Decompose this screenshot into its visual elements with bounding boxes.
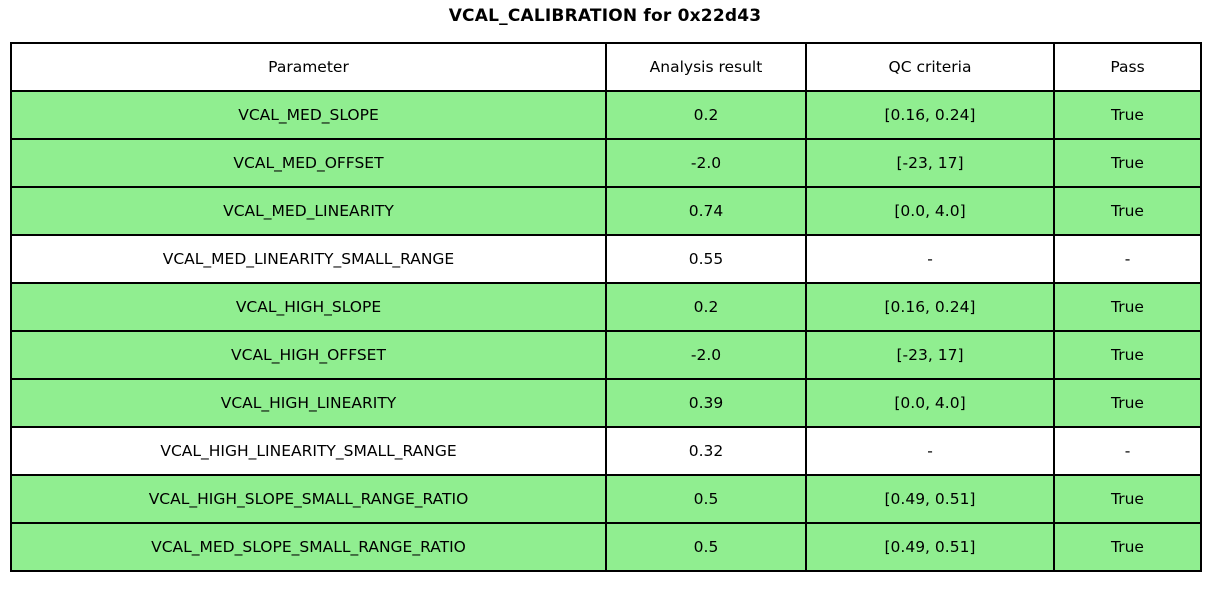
cell-parameter: VCAL_HIGH_LINEARITY_SMALL_RANGE	[10, 426, 607, 476]
table-row: VCAL_HIGH_LINEARITY 0.39 [0.0, 4.0] True	[10, 378, 1202, 428]
cell-pass: True	[1053, 330, 1202, 380]
cell-parameter: VCAL_HIGH_SLOPE_SMALL_RANGE_RATIO	[10, 474, 607, 524]
cell-analysis-result: -2.0	[605, 138, 807, 188]
table-row: VCAL_HIGH_SLOPE_SMALL_RANGE_RATIO 0.5 [0…	[10, 474, 1202, 524]
page-title: VCAL_CALIBRATION for 0x22d43	[448, 6, 762, 26]
cell-parameter: VCAL_MED_LINEARITY_SMALL_RANGE	[10, 234, 607, 284]
cell-pass: True	[1053, 474, 1202, 524]
cell-qc-criteria: -	[805, 234, 1055, 284]
cell-parameter: VCAL_MED_LINEARITY	[10, 186, 607, 236]
cell-pass: -	[1053, 426, 1202, 476]
cell-analysis-result: 0.39	[605, 378, 807, 428]
table-row: VCAL_MED_OFFSET -2.0 [-23, 17] True	[10, 138, 1202, 188]
cell-parameter: VCAL_MED_OFFSET	[10, 138, 607, 188]
table-row: VCAL_HIGH_OFFSET -2.0 [-23, 17] True	[10, 330, 1202, 380]
cell-parameter: VCAL_MED_SLOPE_SMALL_RANGE_RATIO	[10, 522, 607, 572]
table-row: VCAL_MED_LINEARITY_SMALL_RANGE 0.55 - -	[10, 234, 1202, 284]
table-row: VCAL_MED_LINEARITY 0.74 [0.0, 4.0] True	[10, 186, 1202, 236]
cell-analysis-result: 0.32	[605, 426, 807, 476]
cell-analysis-result: 0.2	[605, 90, 807, 140]
table-header: Parameter Analysis result QC criteria Pa…	[10, 42, 1202, 92]
cell-qc-criteria: -	[805, 426, 1055, 476]
table-body: VCAL_MED_SLOPE 0.2 [0.16, 0.24] True VCA…	[10, 90, 1202, 572]
cell-pass: True	[1053, 90, 1202, 140]
header-row: Parameter Analysis result QC criteria Pa…	[10, 42, 1202, 92]
table-row: VCAL_HIGH_LINEARITY_SMALL_RANGE 0.32 - -	[10, 426, 1202, 476]
cell-qc-criteria: [-23, 17]	[805, 138, 1055, 188]
cell-analysis-result: 0.5	[605, 522, 807, 572]
column-header-parameter: Parameter	[10, 42, 607, 92]
cell-qc-criteria: [0.49, 0.51]	[805, 474, 1055, 524]
table-row: VCAL_MED_SLOPE_SMALL_RANGE_RATIO 0.5 [0.…	[10, 522, 1202, 572]
cell-qc-criteria: [0.0, 4.0]	[805, 378, 1055, 428]
table-row: VCAL_MED_SLOPE 0.2 [0.16, 0.24] True	[10, 90, 1202, 140]
column-header-qc-criteria: QC criteria	[805, 42, 1055, 92]
cell-parameter: VCAL_HIGH_OFFSET	[10, 330, 607, 380]
cell-analysis-result: -2.0	[605, 330, 807, 380]
column-header-analysis-result: Analysis result	[605, 42, 807, 92]
cell-pass: -	[1053, 234, 1202, 284]
column-header-pass: Pass	[1053, 42, 1202, 92]
table-row: VCAL_HIGH_SLOPE 0.2 [0.16, 0.24] True	[10, 282, 1202, 332]
cell-parameter: VCAL_MED_SLOPE	[10, 90, 607, 140]
cell-parameter: VCAL_HIGH_SLOPE	[10, 282, 607, 332]
cell-analysis-result: 0.2	[605, 282, 807, 332]
cell-qc-criteria: [0.0, 4.0]	[805, 186, 1055, 236]
qc-results-table: Parameter Analysis result QC criteria Pa…	[10, 42, 1202, 572]
cell-pass: True	[1053, 138, 1202, 188]
cell-parameter: VCAL_HIGH_LINEARITY	[10, 378, 607, 428]
cell-pass: True	[1053, 282, 1202, 332]
cell-pass: True	[1053, 378, 1202, 428]
cell-analysis-result: 0.74	[605, 186, 807, 236]
cell-qc-criteria: [0.49, 0.51]	[805, 522, 1055, 572]
cell-qc-criteria: [0.16, 0.24]	[805, 90, 1055, 140]
cell-pass: True	[1053, 522, 1202, 572]
cell-analysis-result: 0.55	[605, 234, 807, 284]
cell-analysis-result: 0.5	[605, 474, 807, 524]
cell-qc-criteria: [0.16, 0.24]	[805, 282, 1055, 332]
cell-qc-criteria: [-23, 17]	[805, 330, 1055, 380]
cell-pass: True	[1053, 186, 1202, 236]
